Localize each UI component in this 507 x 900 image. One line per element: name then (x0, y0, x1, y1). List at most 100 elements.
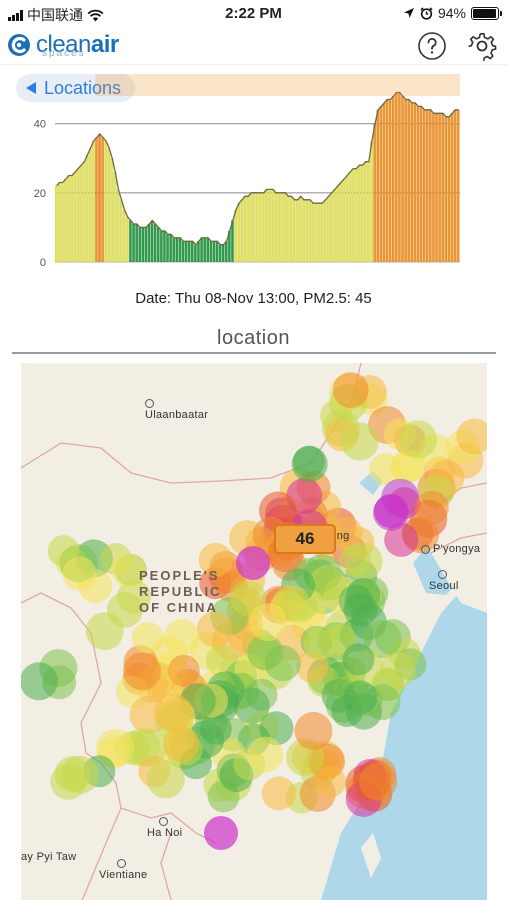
aqi-station-marker[interactable] (167, 654, 200, 687)
back-arrow-icon (26, 82, 36, 94)
chart-bar (122, 209, 126, 263)
question-circle-icon[interactable] (416, 30, 448, 62)
hainan-land (216, 857, 241, 883)
aqi-station-marker[interactable] (456, 418, 487, 455)
aqi-station-marker[interactable] (294, 711, 333, 750)
back-button[interactable]: Locations (16, 74, 136, 102)
aqi-station-marker[interactable] (111, 553, 146, 588)
aqi-station-marker[interactable] (146, 760, 185, 799)
aqi-station-marker[interactable] (123, 652, 162, 691)
chart-bar (116, 189, 120, 263)
aqi-station-marker[interactable] (340, 422, 379, 461)
selected-location-aqi-badge[interactable]: 46 (274, 524, 336, 554)
chart-bar (329, 192, 333, 263)
chart-bar (351, 168, 355, 263)
aqi-station-marker[interactable] (198, 542, 233, 577)
aqi-station-marker[interactable] (131, 621, 164, 654)
chart-bar (314, 203, 318, 263)
aqi-station-marker[interactable] (344, 542, 383, 581)
chart-bar (91, 140, 95, 263)
aqi-station-marker[interactable] (384, 522, 419, 557)
aqi-station-marker[interactable] (247, 736, 284, 773)
aqi-station-marker[interactable] (21, 662, 58, 701)
chart-bar (73, 171, 77, 263)
aqi-station-marker[interactable] (342, 643, 375, 676)
aqi-station-marker[interactable] (303, 628, 336, 661)
map-label-beijing: ing (334, 530, 350, 542)
aqi-station-marker[interactable] (163, 619, 200, 656)
aqi-station-marker[interactable] (261, 776, 296, 811)
chart-bar (277, 192, 281, 263)
chart-bar (342, 178, 346, 263)
battery-percent: 94% (437, 5, 466, 21)
aqi-station-marker[interactable] (359, 762, 398, 801)
aqi-station-marker[interactable] (249, 603, 288, 642)
aqi-station-marker[interactable] (363, 620, 402, 659)
city-marker-icon (117, 858, 127, 868)
chart-bar (237, 203, 241, 263)
aqi-station-marker[interactable] (314, 765, 346, 798)
chart-bar (110, 158, 114, 263)
aqi-map[interactable]: Ulaanbaatar PEOPLE'S REPUBLIC OF CHINA i… (21, 363, 487, 900)
ulaanbaatar-text: Ulaanbaatar (145, 409, 209, 421)
chart-bar (305, 199, 309, 263)
gear-icon[interactable] (466, 30, 498, 62)
chart-bar (388, 99, 392, 263)
aqi-station-marker[interactable] (343, 680, 378, 715)
aqi-station-marker[interactable] (62, 556, 97, 591)
aqi-station-marker[interactable] (399, 420, 438, 459)
aqi-station-marker[interactable] (236, 546, 270, 580)
aqi-station-marker[interactable] (204, 816, 238, 850)
chart-bar (326, 196, 330, 263)
logo-accent: air (90, 31, 119, 58)
chart-bar (215, 241, 219, 263)
aqi-station-marker[interactable] (196, 611, 233, 648)
chart-bar (255, 192, 259, 263)
aqi-station-marker[interactable] (259, 711, 294, 746)
chart-bar (339, 182, 343, 263)
chart-bar (135, 223, 139, 263)
city-marker-icon (158, 816, 168, 826)
battery-level-fill (473, 8, 496, 18)
chart-bar (376, 109, 380, 263)
aqi-station-marker[interactable] (154, 693, 193, 732)
chart-bar (397, 92, 401, 263)
chart-bar (345, 175, 349, 263)
clock: 2:22 PM (225, 5, 282, 22)
chart-bar (401, 95, 404, 263)
aqi-station-marker[interactable] (247, 634, 284, 671)
y-tick-label: 0 (40, 257, 46, 269)
aqi-station-marker[interactable] (379, 651, 416, 688)
app-header: cleanair spaces (0, 28, 507, 65)
chart-bar (416, 106, 420, 263)
aqi-station-marker[interactable] (61, 755, 99, 794)
aqi-station-marker[interactable] (308, 565, 345, 602)
aqi-station-marker[interactable] (106, 591, 143, 628)
chart-bar (261, 192, 265, 263)
chart-bar (128, 220, 132, 263)
chart-bar (311, 203, 315, 263)
chart-bar (286, 196, 290, 263)
chart-bar (268, 189, 272, 263)
map-canvas[interactable] (21, 363, 487, 900)
chart-bar (265, 189, 268, 263)
chart-bar (209, 241, 213, 263)
pm25-history-chart[interactable]: 0 20 40 (0, 64, 507, 280)
chart-bar (79, 164, 83, 263)
chart-bar (144, 227, 148, 263)
aqi-station-marker[interactable] (374, 494, 408, 528)
chart-bar (404, 99, 408, 263)
aqi-station-marker[interactable] (233, 687, 270, 724)
chart-bar (391, 95, 395, 263)
aqi-station-marker[interactable] (332, 372, 369, 409)
vientiane-text: Vientiane (99, 869, 148, 881)
status-bar: 中国联通 2:22 PM 94% (0, 0, 507, 28)
chart-forecast-band (95, 74, 460, 96)
aqi-station-marker[interactable] (163, 726, 200, 762)
chart-bar (107, 147, 111, 263)
aqi-station-marker[interactable] (292, 445, 325, 478)
chart-bar (234, 209, 238, 263)
aqi-station-marker[interactable] (414, 490, 449, 525)
aqi-markers[interactable] (21, 372, 487, 850)
chart-bar (431, 113, 435, 263)
